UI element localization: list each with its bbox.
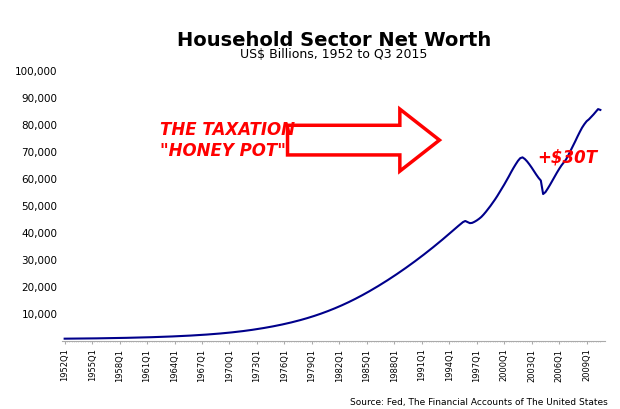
Text: THE TAXATION
"HONEY POT": THE TAXATION "HONEY POT" — [160, 121, 295, 160]
Text: US$ Billions, 1952 to Q3 2015: US$ Billions, 1952 to Q3 2015 — [240, 47, 427, 61]
Text: Source: Fed, The Financial Accounts of The United States: Source: Fed, The Financial Accounts of T… — [350, 398, 608, 407]
Text: +$30T: +$30T — [537, 148, 597, 166]
Polygon shape — [288, 109, 440, 171]
Title: Household Sector Net Worth: Household Sector Net Worth — [177, 31, 491, 50]
